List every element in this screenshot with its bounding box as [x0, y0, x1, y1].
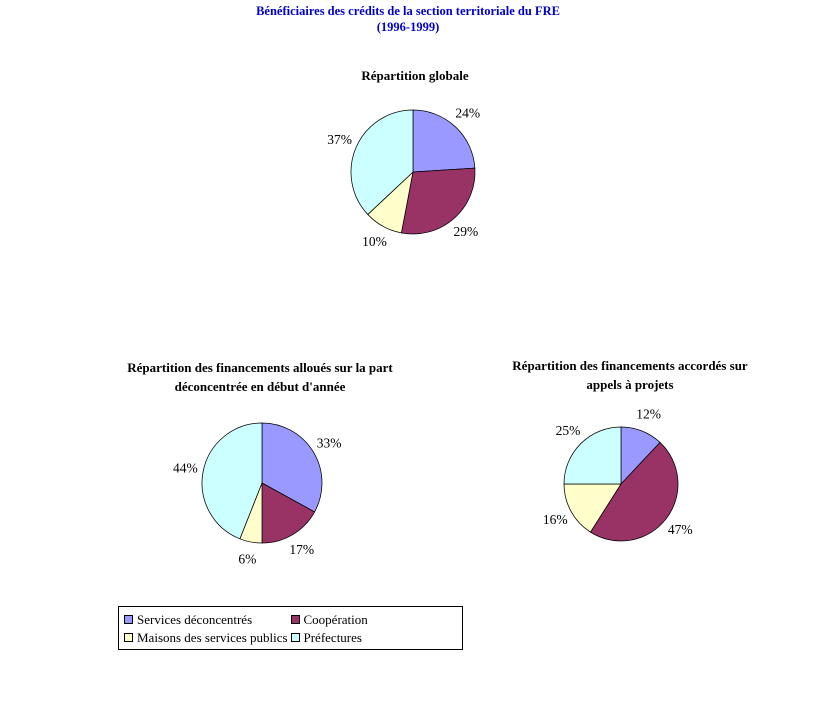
pie-value-label: 37%: [327, 132, 352, 147]
pie-value-label: 33%: [317, 435, 342, 450]
pie-slice-0: [412, 109, 476, 173]
pie-slice-2: [563, 483, 622, 533]
pie-value-label: 24%: [455, 106, 480, 121]
pie-value-label: 6%: [238, 552, 256, 567]
main-title-line1: Bénéficiaires des crédits de la section …: [256, 4, 560, 18]
chart-title: Répartition globale: [361, 68, 469, 83]
chart-legend: Services déconcentrés Coopération Maison…: [118, 606, 463, 650]
chart-title-line1: Répartition des financements accordés su…: [512, 358, 748, 373]
pie-slice-1: [261, 482, 316, 544]
chart-appels-a-projets: Répartition des financements accordés su…: [470, 356, 790, 596]
chart-part-deconcentree: Répartition des financements alloués sur…: [105, 358, 415, 598]
pie-slice-3: [350, 109, 414, 215]
pie-value-label: 17%: [289, 542, 314, 557]
pie-slice-0: [261, 422, 323, 513]
legend-label: Services déconcentrés: [137, 611, 253, 627]
pie-part-deconcentree: 33% 17% 6% 44%: [173, 422, 342, 567]
chart-title-line2: appels à projets: [586, 377, 674, 392]
legend-item-services-deconcentres: Services déconcentrés: [124, 612, 291, 627]
pie-slice-1: [400, 167, 476, 235]
legend-item-cooperation: Coopération: [290, 611, 458, 627]
legend-label: Préfectures: [303, 629, 362, 645]
pie-slice-1: [589, 441, 679, 542]
main-title-line2: (1996-1999): [376, 20, 440, 34]
chart-repartition-globale: Répartition globale 24% 29% 10% 37%: [280, 66, 550, 271]
legend-swatch-cooperation: [290, 614, 300, 624]
legend-label: Coopération: [303, 611, 368, 627]
pie-value-label: 44%: [173, 460, 198, 475]
pie-value-label: 25%: [556, 423, 581, 438]
pie-value-label: 12%: [636, 406, 661, 421]
pie-value-label: 16%: [543, 512, 568, 527]
pie-appels-a-projets: 12% 47% 16% 25%: [543, 406, 693, 542]
chart-title-line1: Répartition des financements alloués sur…: [127, 360, 393, 375]
legend-swatch-prefectures: [290, 632, 300, 642]
main-title: Bénéficiaires des crédits de la section …: [0, 3, 816, 35]
pie-value-label: 10%: [362, 234, 387, 249]
legend-item-maisons-services-publics: Maisons des services publics: [124, 630, 291, 645]
chart-title-line2: déconcentrée en début d'année: [174, 379, 346, 394]
legend-swatch-services-deconcentres: [124, 614, 133, 624]
pie-slice-3: [563, 426, 622, 485]
pie-value-label: 29%: [454, 224, 479, 239]
legend-swatch-maisons-services-publics: [124, 632, 133, 642]
legend-item-prefectures: Préfectures: [290, 629, 458, 645]
pie-slice-3: [201, 422, 263, 540]
pie-repartition-globale: 24% 29% 10% 37%: [327, 106, 480, 249]
legend-label: Maisons des services publics: [137, 629, 288, 645]
pie-value-label: 47%: [668, 522, 693, 537]
